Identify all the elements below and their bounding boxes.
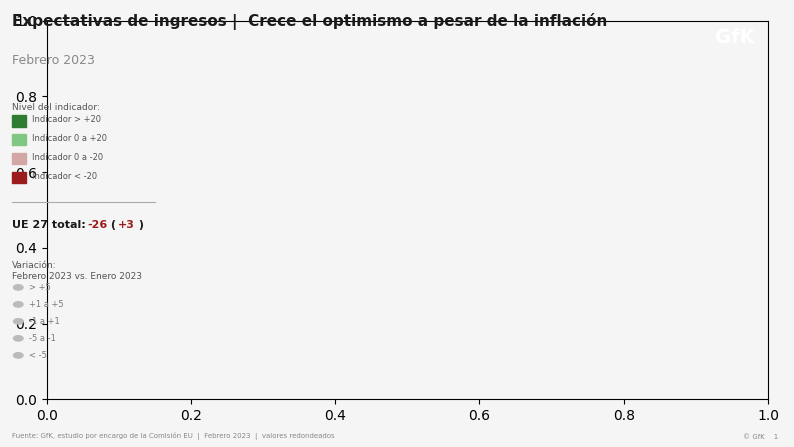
Text: +1 a +5: +1 a +5 bbox=[29, 300, 64, 309]
Text: (: ( bbox=[107, 220, 120, 230]
Text: Indicador > +20: Indicador > +20 bbox=[32, 115, 101, 124]
Text: Indicador 0 a -20: Indicador 0 a -20 bbox=[32, 153, 103, 162]
Text: ): ) bbox=[135, 220, 144, 230]
Text: -1 a +1: -1 a +1 bbox=[29, 317, 60, 326]
Text: Expectativas de ingresos |  Crece el optimismo a pesar de la inflación: Expectativas de ingresos | Crece el opti… bbox=[12, 13, 607, 30]
Text: Indicador < -20: Indicador < -20 bbox=[32, 172, 97, 181]
Text: UE 27 total:: UE 27 total: bbox=[12, 220, 90, 230]
Text: -5 a -1: -5 a -1 bbox=[29, 334, 56, 343]
Text: < -5: < -5 bbox=[29, 351, 48, 360]
Text: Nivel del indicador:: Nivel del indicador: bbox=[12, 103, 100, 112]
Text: Indicador 0 a +20: Indicador 0 a +20 bbox=[32, 134, 106, 143]
Text: © GfK    1: © GfK 1 bbox=[743, 434, 778, 440]
Text: Variación:
Febrero 2023 vs. Enero 2023: Variación: Febrero 2023 vs. Enero 2023 bbox=[12, 261, 142, 282]
Text: Febrero 2023: Febrero 2023 bbox=[12, 54, 94, 67]
Text: +3: +3 bbox=[118, 220, 134, 230]
Text: GfK: GfK bbox=[715, 29, 754, 47]
Text: -26: -26 bbox=[87, 220, 108, 230]
Text: > +5: > +5 bbox=[29, 283, 51, 292]
Text: Fuente: GfK, estudio por encargo de la Comisión EU  |  Febrero 2023  |  valores : Fuente: GfK, estudio por encargo de la C… bbox=[12, 432, 334, 440]
